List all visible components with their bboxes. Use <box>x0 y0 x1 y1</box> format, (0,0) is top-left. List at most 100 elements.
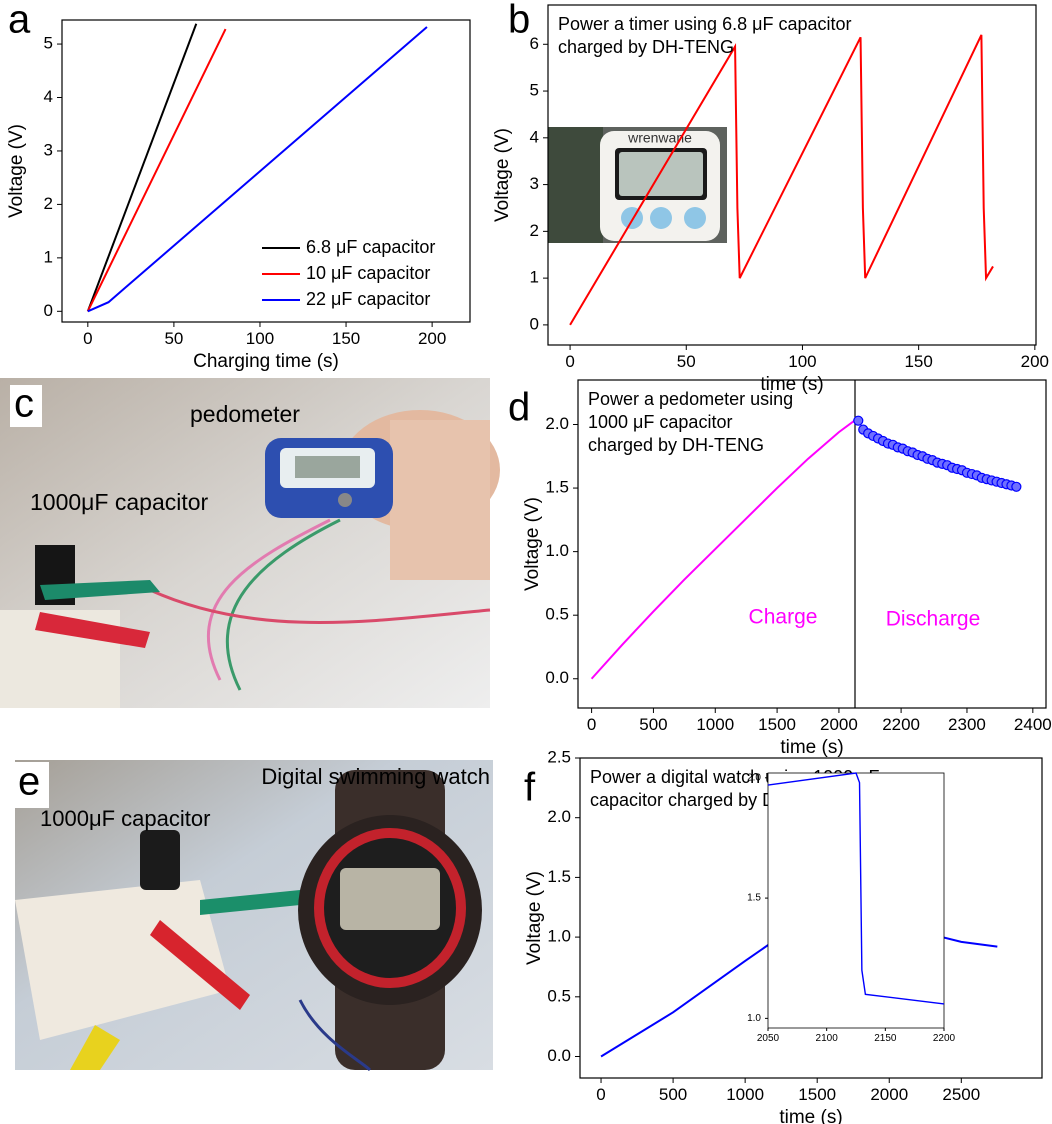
y-tick-label: 2.0 <box>547 807 571 826</box>
y-tick-label: 1.5 <box>747 893 761 904</box>
x-tick-label: 2050 <box>757 1033 780 1044</box>
x-tick-label: 1500 <box>798 1085 836 1104</box>
inset-photo-b <box>548 127 727 243</box>
data-line <box>87 26 428 313</box>
data-line <box>590 419 855 680</box>
annotation: Power a pedometer using <box>588 389 793 409</box>
photo-label: pedometer <box>190 401 300 427</box>
y-axis-label: Voltage (V) <box>492 128 513 222</box>
y-tick-label: 1.5 <box>545 478 569 497</box>
data-line <box>86 23 198 312</box>
x-tick-label: 0 <box>83 329 92 348</box>
x-tick-label: 1500 <box>758 715 796 734</box>
x-tick-label: 500 <box>659 1085 687 1104</box>
y-tick-label: 3 <box>530 174 539 193</box>
region-label: Discharge <box>886 608 981 631</box>
annotation: 1000 μF capacitor <box>588 412 732 432</box>
y-tick-label: 4 <box>530 127 539 146</box>
region-label: Charge <box>749 606 818 629</box>
x-tick-label: 50 <box>164 329 183 348</box>
y-tick-label: 5 <box>44 34 53 53</box>
x-tick-label: 2000 <box>870 1085 908 1104</box>
x-tick-label: 200 <box>418 329 446 348</box>
y-tick-label: 6 <box>530 34 539 53</box>
legend-label: 10 μF capacitor <box>306 263 430 283</box>
data-point <box>853 415 864 426</box>
panel-letter: b <box>508 0 530 42</box>
plot-frame <box>61 19 471 323</box>
annotation: Power a timer using 6.8 μF capacitor <box>558 14 852 34</box>
data-line <box>86 28 227 312</box>
y-tick-label: 1.5 <box>547 867 571 886</box>
y-tick-label: 2 <box>44 194 53 213</box>
plot-frame <box>547 4 1037 346</box>
photo-label: 1000μF capacitor <box>40 806 210 831</box>
inset-photo-label: wrenwane <box>627 130 692 146</box>
y-tick-label: 3 <box>44 140 53 159</box>
y-tick-label: 2 <box>530 221 539 240</box>
x-tick-label: 2500 <box>942 1085 980 1104</box>
y-tick-label: 2.0 <box>545 414 569 433</box>
x-tick-label: 0 <box>596 1085 605 1104</box>
x-tick-label: 100 <box>788 352 816 371</box>
photo-label: Digital swimming watch <box>261 764 490 789</box>
y-tick-label: 1.0 <box>747 1013 761 1024</box>
x-tick-label: 2200 <box>882 715 920 734</box>
x-tick-label: 200 <box>1021 352 1049 371</box>
x-tick-label: 150 <box>904 352 932 371</box>
data-point <box>1011 481 1022 492</box>
data-line <box>569 34 994 326</box>
photo-e <box>15 760 493 1072</box>
y-tick-label: 2.0 <box>747 772 761 783</box>
x-tick-label: 2100 <box>816 1033 839 1044</box>
x-tick-label: 2300 <box>948 715 986 734</box>
plot-frame <box>577 379 1047 709</box>
y-tick-label: 4 <box>44 87 53 106</box>
y-tick-label: 0.5 <box>545 605 569 624</box>
y-tick-label: 0.0 <box>545 668 569 687</box>
y-tick-label: 0 <box>530 314 539 333</box>
y-axis-label: Voltage (V) <box>524 871 545 965</box>
panel-letter: f <box>524 766 536 810</box>
annotation: charged by DH-TENG <box>588 435 764 455</box>
legend-label: 6.8 μF capacitor <box>306 237 435 257</box>
x-tick-label: 100 <box>246 329 274 348</box>
y-tick-label: 0.5 <box>547 986 571 1005</box>
y-tick-label: 1 <box>530 268 539 287</box>
plot-frame <box>767 772 945 1029</box>
panel-letter: e <box>18 760 40 804</box>
y-tick-label: 0.0 <box>547 1046 571 1065</box>
x-tick-label: 0 <box>587 715 596 734</box>
y-tick-label: 0 <box>44 301 53 320</box>
y-tick-label: 1.0 <box>545 541 569 560</box>
x-tick-label: 150 <box>332 329 360 348</box>
x-tick-label: 0 <box>565 352 574 371</box>
x-tick-label: 1000 <box>696 715 734 734</box>
y-tick-label: 1.0 <box>547 927 571 946</box>
x-tick-label: 2000 <box>820 715 858 734</box>
annotation: charged by DH-TENG <box>558 37 734 57</box>
y-tick-label: 1 <box>44 247 53 266</box>
x-axis-label: time (s) <box>779 1107 842 1124</box>
y-axis-label: Voltage (V) <box>6 124 27 218</box>
data-line <box>767 772 945 1005</box>
photo-c <box>0 378 500 708</box>
x-axis-label: time (s) <box>780 737 843 758</box>
y-axis-label: Voltage (V) <box>522 497 543 591</box>
x-tick-label: 50 <box>677 352 696 371</box>
y-tick-label: 5 <box>530 81 539 100</box>
x-tick-label: 2150 <box>874 1033 897 1044</box>
x-axis-label: time (s) <box>760 374 823 395</box>
x-tick-label: 2200 <box>933 1033 956 1044</box>
x-tick-label: 500 <box>639 715 667 734</box>
photo-label: 1000μF capacitor <box>30 489 209 515</box>
panel-letter: c <box>14 382 34 426</box>
x-axis-label: Charging time (s) <box>193 351 339 372</box>
legend-label: 22 μF capacitor <box>306 289 430 309</box>
panel-letter: a <box>8 0 31 42</box>
x-tick-label: 1000 <box>726 1085 764 1104</box>
x-tick-label: 2400 <box>1014 715 1052 734</box>
panel-letter: d <box>508 386 530 430</box>
plot-frame <box>579 757 1043 1079</box>
